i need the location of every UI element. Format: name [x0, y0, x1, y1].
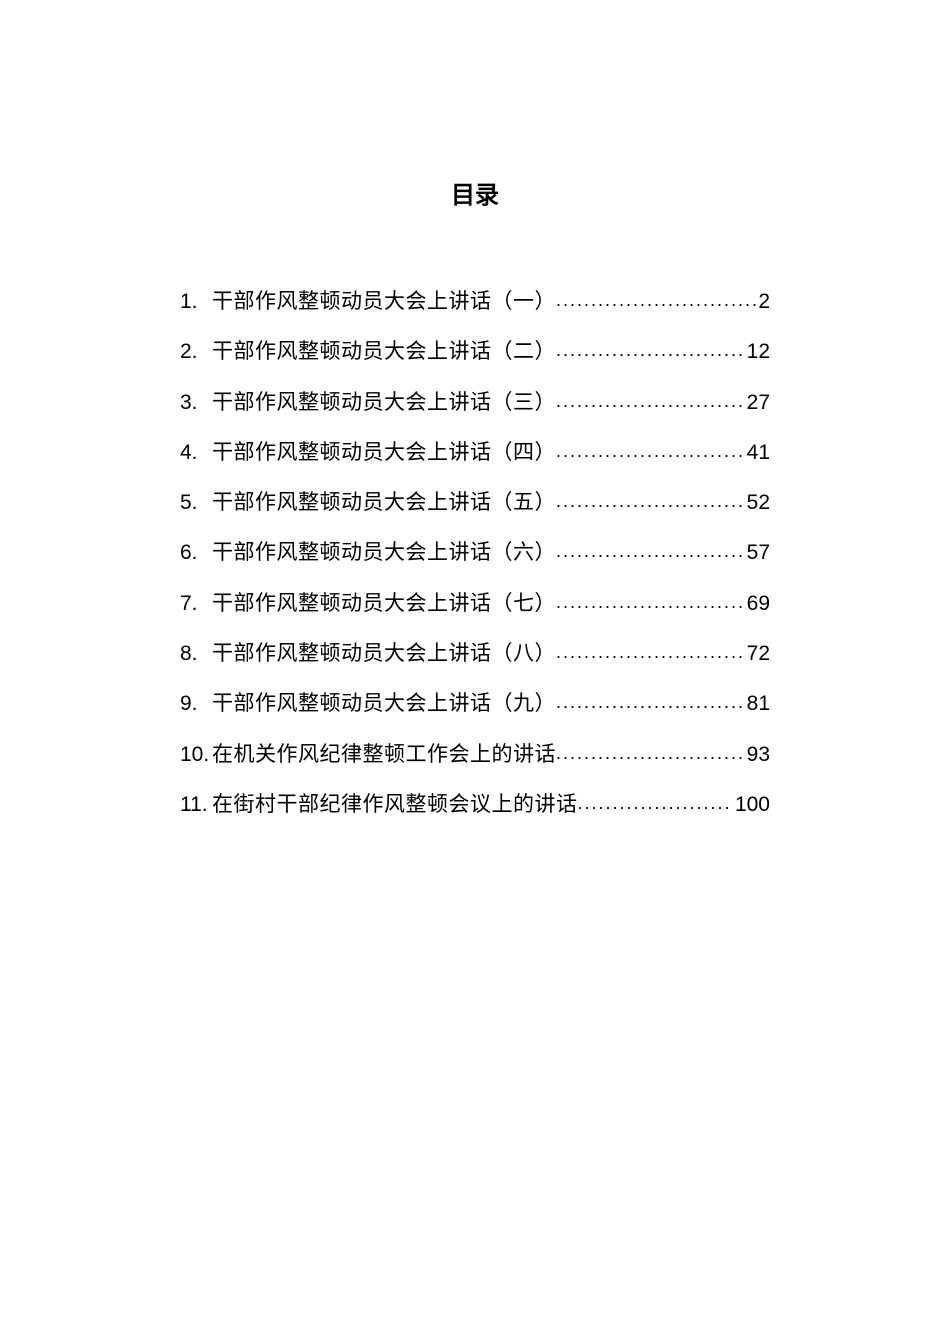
toc-entry-number: 11.	[180, 791, 212, 818]
toc-entry-title: 干部作风整顿动员大会上讲话（七）	[212, 590, 556, 617]
toc-entry-page: 93	[745, 741, 770, 768]
toc-leader-dots	[556, 440, 745, 463]
toc-entry-title: 干部作风整顿动员大会上讲话（四）	[212, 439, 556, 466]
toc-entry: 5. 干部作风整顿动员大会上讲话（五） 52	[180, 489, 770, 516]
toc-entry-page: 100	[733, 791, 770, 818]
toc-entry-page: 41	[745, 439, 770, 466]
toc-entry-page: 81	[745, 690, 770, 717]
toc-entry: 6. 干部作风整顿动员大会上讲话（六） 57	[180, 539, 770, 566]
toc-list: 1. 干部作风整顿动员大会上讲话（一） 2 2. 干部作风整顿动员大会上讲话（二） 1…	[180, 288, 770, 818]
toc-leader-dots	[556, 691, 745, 714]
toc-entry: 11.在街村干部纪律作风整顿会议上的讲话 100	[180, 791, 770, 818]
toc-entry-title: 干部作风整顿动员大会上讲话（二）	[212, 338, 556, 365]
toc-entry-title: 干部作风整顿动员大会上讲话（五）	[212, 489, 556, 516]
toc-entry-page: 52	[745, 489, 770, 516]
toc-entry-page: 72	[745, 640, 770, 667]
toc-entry-title: 干部作风整顿动员大会上讲话（一）	[212, 288, 556, 315]
toc-title: 目录	[180, 175, 770, 210]
toc-entry-title: 干部作风整顿动员大会上讲话（三）	[212, 389, 556, 416]
toc-leader-dots	[556, 339, 745, 362]
toc-entry-title: 干部作风整顿动员大会上讲话（八）	[212, 640, 556, 667]
toc-entry-title: 在机关作风纪律整顿工作会上的讲话	[212, 741, 556, 768]
toc-entry-page: 27	[745, 389, 770, 416]
toc-leader-dots	[556, 490, 745, 513]
toc-leader-dots	[578, 792, 733, 815]
toc-entry-number: 9.	[180, 690, 212, 717]
toc-leader-dots	[556, 540, 745, 563]
toc-leader-dots	[556, 742, 745, 765]
toc-entry-number: 8.	[180, 640, 212, 667]
toc-entry-number: 5.	[180, 489, 212, 516]
document-page: 目录 1. 干部作风整顿动员大会上讲话（一） 2 2. 干部作风整顿动员大会上讲话（…	[0, 0, 950, 818]
toc-leader-dots	[556, 641, 745, 664]
toc-entry-page: 2	[756, 288, 770, 315]
toc-entry-number: 4.	[180, 439, 212, 466]
toc-entry-page: 12	[745, 338, 770, 365]
toc-entry-number: 1.	[180, 288, 212, 315]
toc-entry-number: 2.	[180, 338, 212, 365]
toc-entry: 9. 干部作风整顿动员大会上讲话（九） 81	[180, 690, 770, 717]
toc-entry-page: 57	[745, 539, 770, 566]
toc-entry-number: 6.	[180, 539, 212, 566]
toc-entry: 7. 干部作风整顿动员大会上讲话（七） 69	[180, 590, 770, 617]
toc-entry: 3. 干部作风整顿动员大会上讲话（三） 27	[180, 389, 770, 416]
toc-leader-dots	[556, 390, 745, 413]
toc-leader-dots	[556, 591, 745, 614]
toc-entry-number: 7.	[180, 590, 212, 617]
toc-entry: 1. 干部作风整顿动员大会上讲话（一） 2	[180, 288, 770, 315]
toc-entry: 4. 干部作风整顿动员大会上讲话（四） 41	[180, 439, 770, 466]
toc-entry: 2. 干部作风整顿动员大会上讲话（二） 12	[180, 338, 770, 365]
toc-entry-title: 干部作风整顿动员大会上讲话（九）	[212, 690, 556, 717]
toc-entry: 8. 干部作风整顿动员大会上讲话（八） 72	[180, 640, 770, 667]
toc-entry-title: 干部作风整顿动员大会上讲话（六）	[212, 539, 556, 566]
toc-entry-number: 10.	[180, 741, 212, 768]
toc-leader-dots	[556, 289, 756, 312]
toc-entry-page: 69	[745, 590, 770, 617]
toc-entry: 10.在机关作风纪律整顿工作会上的讲话 93	[180, 741, 770, 768]
toc-entry-title: 在街村干部纪律作风整顿会议上的讲话	[212, 791, 578, 818]
toc-entry-number: 3.	[180, 389, 212, 416]
